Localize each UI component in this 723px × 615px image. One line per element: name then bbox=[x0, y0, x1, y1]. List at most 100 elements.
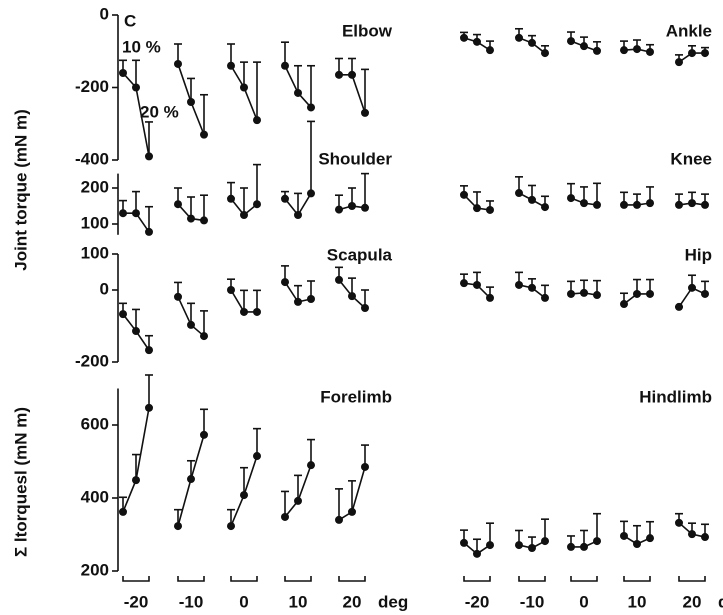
data-point bbox=[361, 203, 369, 212]
data-point bbox=[294, 88, 302, 97]
data-point bbox=[593, 200, 601, 209]
data-point bbox=[145, 403, 153, 412]
data-point bbox=[307, 103, 315, 112]
panel-title: Scapula bbox=[327, 245, 393, 264]
y-tick-label: 0 bbox=[100, 4, 109, 23]
data-point bbox=[294, 211, 302, 219]
panel-label: C bbox=[124, 11, 136, 30]
data-point bbox=[675, 200, 683, 209]
x-tick-label: -20 bbox=[124, 592, 149, 611]
data-point bbox=[145, 227, 153, 236]
data-point bbox=[460, 279, 468, 288]
data-point bbox=[348, 202, 356, 210]
data-point bbox=[281, 194, 289, 203]
data-point bbox=[528, 544, 536, 553]
data-point bbox=[515, 541, 523, 550]
y-tick-label: 600 bbox=[81, 414, 109, 433]
data-point bbox=[361, 108, 369, 117]
x-bracket bbox=[463, 576, 491, 582]
data-point bbox=[701, 49, 709, 58]
data-point bbox=[200, 332, 208, 341]
data-point bbox=[646, 289, 654, 298]
data-point bbox=[688, 49, 696, 58]
panel-title: Forelimb bbox=[320, 387, 392, 406]
data-point bbox=[473, 37, 481, 46]
panel-title: Shoulder bbox=[318, 149, 392, 168]
data-point bbox=[593, 291, 601, 300]
data-point bbox=[240, 307, 248, 316]
data-point bbox=[132, 209, 140, 218]
data-point bbox=[593, 537, 601, 546]
data-point bbox=[227, 61, 235, 70]
x-bracket bbox=[177, 576, 205, 582]
data-point bbox=[515, 189, 523, 198]
data-point bbox=[348, 292, 356, 301]
data-point bbox=[633, 45, 641, 54]
data-point bbox=[187, 475, 195, 484]
data-point bbox=[174, 522, 182, 531]
x-tick-label: -10 bbox=[179, 592, 204, 611]
data-point bbox=[486, 205, 494, 214]
data-point bbox=[174, 292, 182, 301]
data-point bbox=[294, 496, 302, 505]
x-bracket bbox=[623, 576, 651, 582]
data-point bbox=[187, 214, 195, 223]
panel-title: Hindlimb bbox=[639, 387, 712, 406]
data-point bbox=[486, 541, 494, 550]
data-point bbox=[593, 46, 601, 55]
data-point bbox=[119, 310, 127, 319]
data-point bbox=[473, 204, 481, 213]
x-tick-label: 10 bbox=[289, 592, 308, 611]
data-point bbox=[620, 200, 628, 209]
data-point bbox=[486, 46, 494, 55]
data-point bbox=[240, 491, 248, 500]
data-point bbox=[240, 211, 248, 219]
x-tick-label: 20 bbox=[343, 592, 362, 611]
x-bracket bbox=[518, 576, 546, 582]
data-point bbox=[580, 42, 588, 51]
x-tick-label: 0 bbox=[579, 592, 588, 611]
data-point bbox=[541, 203, 549, 212]
data-point bbox=[528, 283, 536, 292]
data-point bbox=[307, 461, 315, 470]
data-point bbox=[567, 542, 575, 551]
x-bracket bbox=[338, 576, 366, 582]
data-point bbox=[132, 83, 140, 92]
data-point bbox=[633, 539, 641, 548]
data-point bbox=[701, 200, 709, 209]
data-point bbox=[145, 152, 153, 161]
data-point bbox=[307, 295, 315, 303]
data-point bbox=[361, 462, 369, 471]
data-point bbox=[294, 297, 302, 306]
data-point bbox=[335, 275, 343, 284]
data-point bbox=[580, 199, 588, 208]
data-point bbox=[688, 283, 696, 292]
data-point bbox=[688, 199, 696, 208]
data-point bbox=[646, 534, 654, 543]
data-point bbox=[460, 190, 468, 199]
data-point bbox=[633, 200, 641, 209]
data-point bbox=[486, 293, 494, 302]
x-tick-label: 20 bbox=[683, 592, 702, 611]
data-point bbox=[675, 302, 683, 311]
data-point bbox=[567, 37, 575, 46]
panel-title: Knee bbox=[670, 149, 712, 168]
y-tick-label: 400 bbox=[81, 487, 109, 506]
data-point bbox=[335, 205, 343, 214]
data-point bbox=[348, 70, 356, 79]
data-point bbox=[174, 59, 182, 68]
data-point bbox=[580, 288, 588, 297]
data-point bbox=[515, 280, 523, 289]
annotation: 20 % bbox=[140, 102, 179, 121]
data-point bbox=[688, 530, 696, 539]
data-point bbox=[281, 278, 289, 287]
annotation: 10 % bbox=[122, 37, 161, 56]
data-point bbox=[227, 522, 235, 531]
data-point bbox=[633, 289, 641, 298]
data-point bbox=[253, 116, 261, 125]
x-bracket bbox=[678, 576, 706, 582]
data-point bbox=[675, 58, 683, 67]
data-point bbox=[528, 195, 536, 204]
x-axis-label: deg bbox=[378, 592, 408, 611]
